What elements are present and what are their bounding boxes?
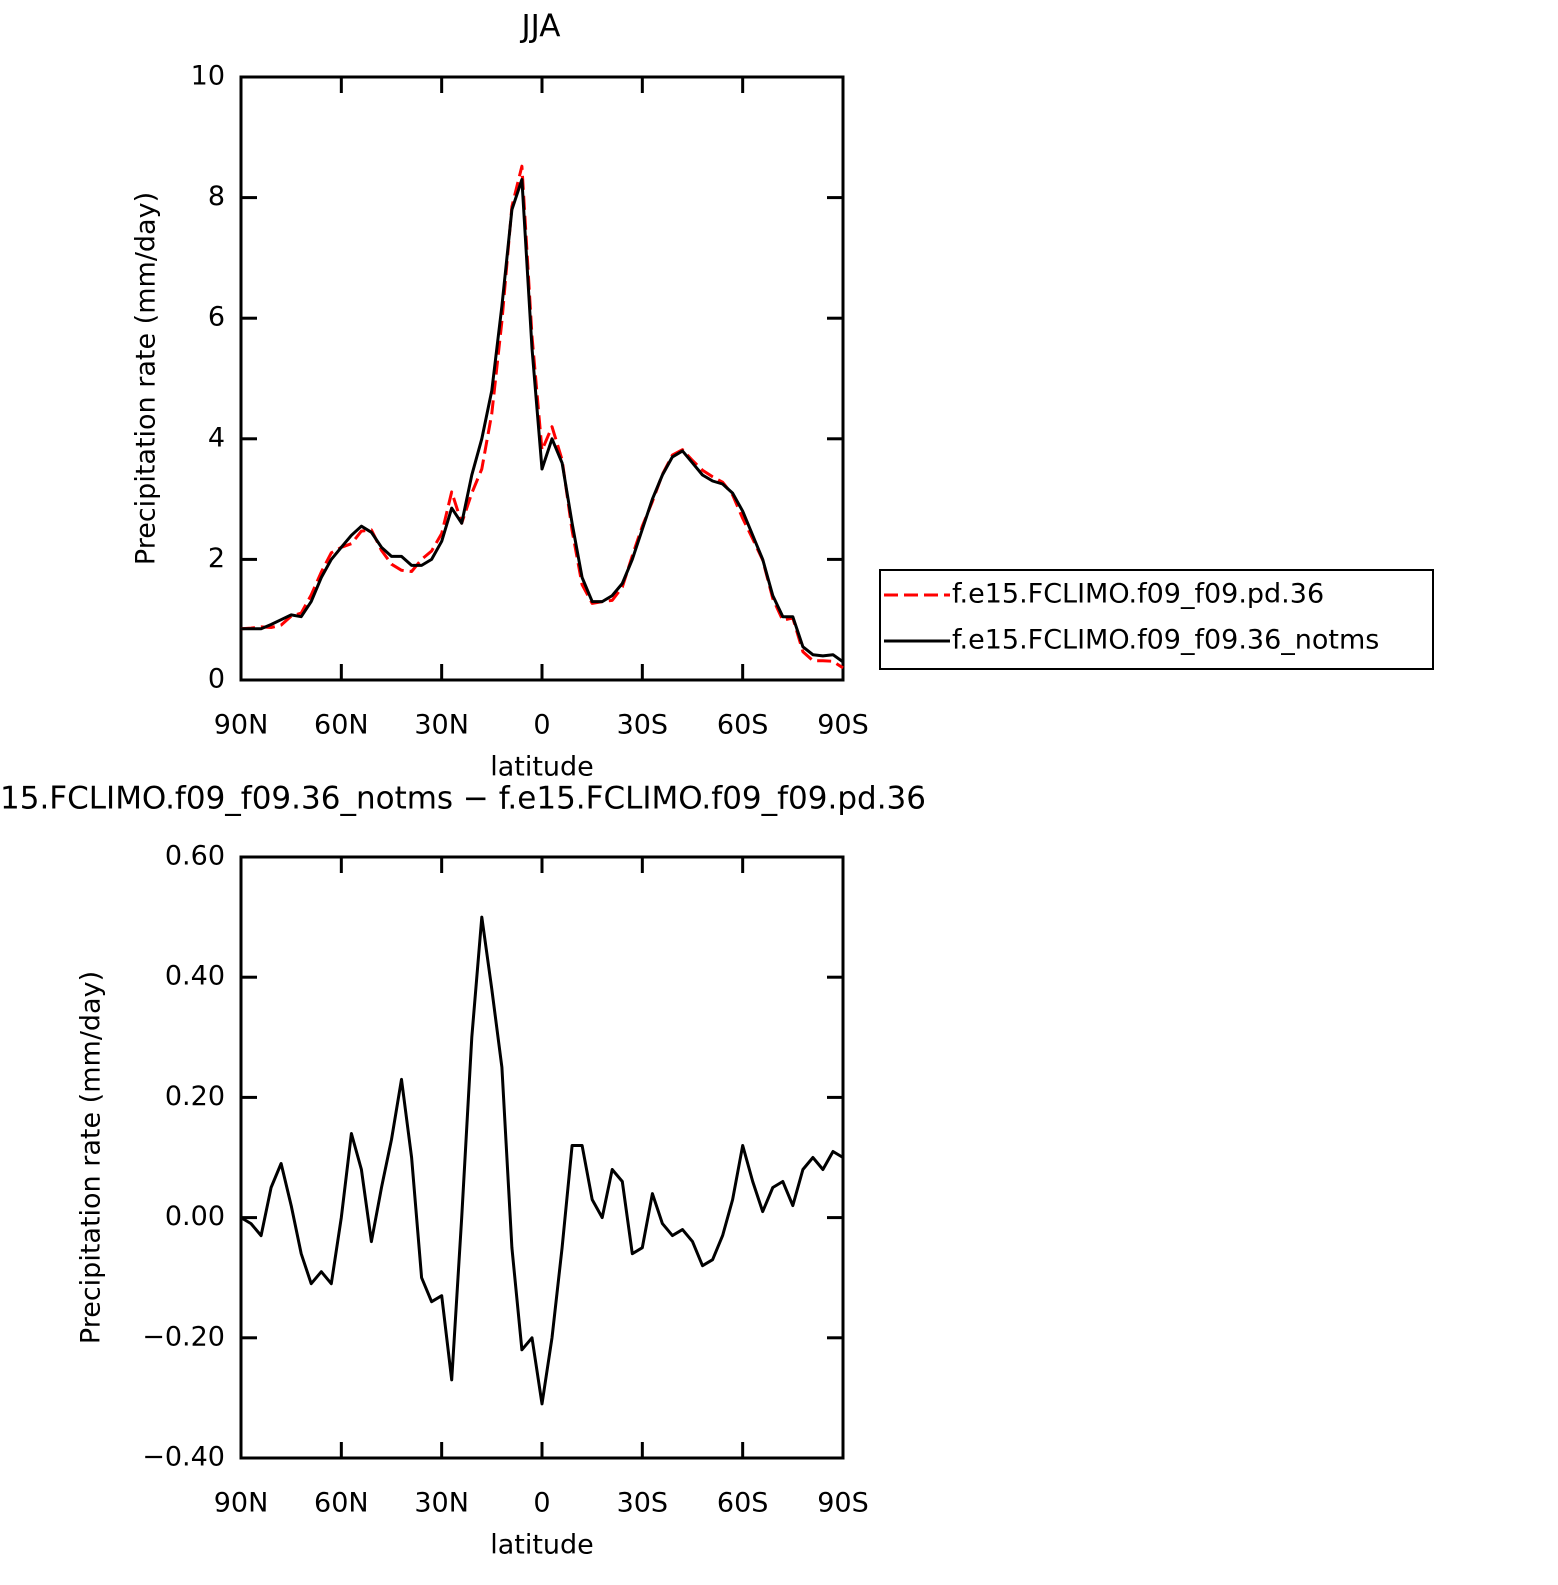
plot-frame — [239, 855, 845, 1460]
chart-title: 15.FCLIMO.f09_f09.36_notms − f.e15.FCLIM… — [0, 781, 926, 817]
y-tick-label: 0.60 — [165, 841, 225, 872]
y-tick-label: 4 — [208, 422, 225, 453]
data-line — [240, 915, 844, 1406]
chart-title: JJA — [520, 9, 561, 45]
y-tick-label: 0.00 — [165, 1201, 225, 1232]
x-tick-label: 90N — [214, 710, 269, 741]
x-tick-label: 90S — [817, 1488, 869, 1519]
x-tick-label: 30N — [414, 1488, 469, 1519]
y-tick-label: −0.40 — [142, 1442, 225, 1473]
data-line — [241, 178, 844, 664]
y-tick-label: −0.20 — [142, 1321, 225, 1352]
x-tick-label: 60S — [717, 710, 769, 741]
data-line — [240, 164, 844, 670]
y-tick-label: 2 — [208, 543, 225, 574]
x-tick-label: 30S — [617, 710, 669, 741]
x-tick-label: 90N — [214, 1488, 269, 1519]
x-axis-label: latitude — [490, 1530, 594, 1561]
y-tick-label: 0.20 — [165, 1081, 225, 1112]
y-tick-label: 10 — [191, 61, 225, 92]
y-axis-label: Precipitation rate (mm/day) — [76, 971, 107, 1344]
y-tick-label: 0 — [208, 664, 225, 695]
y-tick-label: 0.40 — [165, 961, 225, 992]
x-tick-label: 30N — [414, 710, 469, 741]
plot-frame — [239, 75, 845, 682]
x-tick-label: 60S — [717, 1488, 769, 1519]
x-tick-label: 90S — [817, 710, 869, 741]
x-tick-label: 0 — [533, 1488, 550, 1519]
y-tick-label: 6 — [208, 302, 225, 333]
x-tick-label: 60N — [314, 1488, 369, 1519]
y-axis-label: Precipitation rate (mm/day) — [131, 192, 162, 565]
x-tick-label: 0 — [533, 710, 550, 741]
x-tick-label: 60N — [314, 710, 369, 741]
legend-box — [879, 569, 1434, 670]
legend-label: f.e15.FCLIMO.f09_f09.36_notms — [952, 625, 1379, 656]
legend-label: f.e15.FCLIMO.f09_f09.pd.36 — [952, 579, 1324, 610]
x-tick-label: 30S — [617, 1488, 669, 1519]
y-tick-label: 8 — [208, 181, 225, 212]
x-axis-label: latitude — [490, 752, 594, 783]
